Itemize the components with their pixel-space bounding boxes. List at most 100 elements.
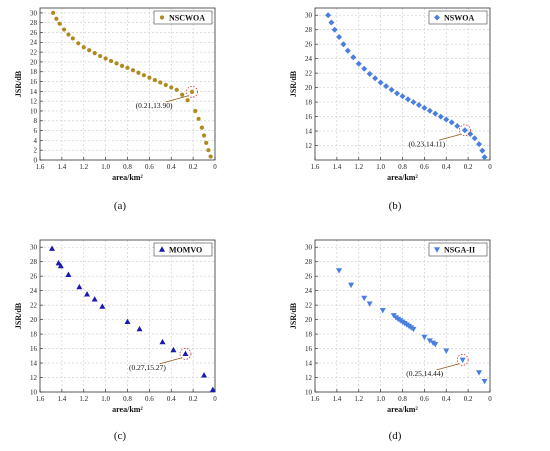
x-tick-label: 1.2	[354, 395, 363, 403]
y-tick-label: 28	[30, 19, 38, 27]
data-point	[383, 83, 390, 90]
y-tick-label: 30	[30, 244, 38, 252]
data-point	[481, 154, 488, 161]
data-point	[426, 338, 433, 344]
y-axis-title: JSR/dB	[289, 302, 298, 329]
data-point	[471, 135, 478, 142]
legend-box	[153, 242, 213, 257]
data-point	[443, 116, 450, 123]
data-point	[204, 140, 209, 145]
series-nswoa	[325, 12, 488, 161]
data-point	[180, 92, 185, 97]
x-tick-label: 0	[488, 163, 492, 171]
data-point	[479, 147, 486, 154]
data-point	[169, 85, 174, 90]
legend-box	[428, 242, 488, 257]
x-tick-label: 1.2	[79, 163, 88, 171]
y-tick-label: 22	[305, 302, 313, 310]
x-tick-label: 1.0	[376, 395, 385, 403]
x-tick-label: 1.0	[101, 163, 110, 171]
data-point	[410, 326, 417, 333]
data-point	[454, 122, 461, 129]
data-point	[185, 98, 190, 103]
x-tick-label: 0.6	[145, 395, 154, 403]
y-tick-label: 16	[30, 78, 38, 86]
y-tick-label: 18	[30, 330, 38, 338]
x-tick-label: 0.6	[420, 395, 429, 403]
y-tick-label: 28	[30, 258, 38, 266]
data-point	[108, 58, 114, 64]
data-point	[81, 45, 86, 50]
y-tick-label: 30	[305, 244, 313, 252]
data-point	[344, 47, 351, 54]
data-point	[379, 308, 386, 314]
y-tick-label: 24	[305, 287, 313, 295]
data-point	[348, 282, 355, 289]
x-tick-label: 0.2	[189, 163, 198, 171]
y-tick-label: 2	[34, 147, 38, 155]
data-point	[366, 301, 373, 307]
data-point	[54, 16, 59, 21]
data-point	[141, 73, 147, 78]
data-point	[76, 283, 83, 290]
annotation-arrow	[165, 95, 189, 103]
y-tick-label: 10	[30, 388, 38, 396]
y-tick-label: 24	[30, 39, 38, 47]
chart-panel-c: 1.6 1.4 1.2 1.0 0.8 0.6 0.4 0.2 0 10 12 14 16 18 20 22 2…	[14, 239, 217, 414]
x-tick-label: 1.2	[79, 395, 88, 403]
y-tick-label: 10	[305, 388, 313, 396]
chart-panel-a: 1.6 1.4 1.2 1.0 0.8 0.6 0.4 0.2 0024681012141618…	[14, 7, 217, 182]
data-point	[136, 325, 143, 332]
data-point	[136, 70, 141, 75]
y-tick-label: 18	[305, 98, 313, 106]
x-tick-label: 1.4	[58, 395, 67, 403]
data-point	[377, 79, 384, 86]
legend-label: NSGA-II	[444, 246, 475, 255]
x-tick-label: 0.2	[464, 395, 473, 403]
annotation-label: (0.27,15.27)	[129, 363, 166, 372]
data-point	[199, 125, 204, 130]
data-point	[130, 68, 136, 73]
data-point	[57, 21, 62, 26]
x-axis-title: area/km²	[387, 173, 418, 182]
x-tick-label: 1.0	[101, 395, 110, 403]
legend-marker	[159, 15, 165, 20]
data-point	[448, 119, 455, 126]
data-point	[98, 53, 103, 59]
y-tick-label: 22	[305, 70, 313, 78]
data-point	[170, 346, 177, 353]
y-tick-label: 16	[305, 113, 313, 121]
data-point	[189, 89, 195, 94]
data-point	[66, 32, 71, 37]
legend-box	[428, 10, 488, 25]
data-point	[158, 80, 163, 85]
y-tick-label: 18	[305, 330, 313, 338]
data-point	[372, 75, 379, 82]
data-point	[201, 133, 207, 138]
data-point	[193, 108, 198, 114]
x-tick-label: 1.2	[354, 163, 363, 171]
y-tick-label: 12	[30, 98, 38, 106]
data-point	[84, 291, 91, 297]
panel-label-a: (a)	[113, 200, 127, 212]
y-tick-label: 24	[305, 55, 313, 63]
x-tick-label: 0.4	[167, 395, 176, 403]
x-tick-label: 0.8	[123, 163, 132, 171]
data-point	[325, 12, 332, 19]
data-point	[410, 99, 417, 106]
x-axis-title: area/km²	[387, 405, 418, 414]
data-point	[124, 318, 131, 324]
legend-marker	[434, 14, 440, 21]
x-tick-label: 0	[213, 163, 217, 171]
y-tick-label: 16	[30, 345, 38, 353]
annotation-label: (0.21,13.90)	[136, 101, 173, 110]
x-tick-label: 0.4	[167, 163, 176, 171]
y-tick-label: 0	[34, 156, 38, 164]
y-tick-label: 20	[30, 316, 38, 324]
data-point	[355, 60, 362, 67]
data-point	[399, 93, 406, 100]
legend-marker	[159, 246, 165, 252]
data-point	[174, 87, 179, 92]
x-tick-label: 1.4	[333, 163, 342, 171]
